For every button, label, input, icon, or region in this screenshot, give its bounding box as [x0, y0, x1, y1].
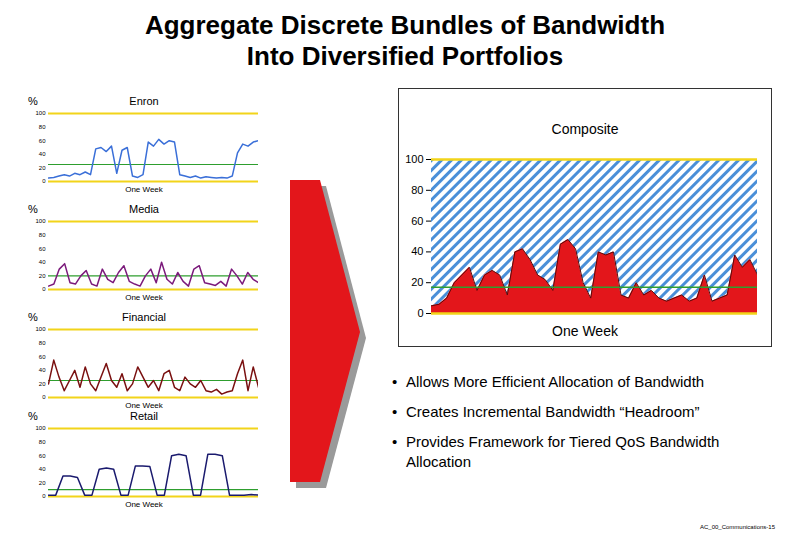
svg-text:60: 60 — [411, 215, 423, 227]
svg-text:100: 100 — [35, 326, 46, 332]
svg-text:20: 20 — [39, 273, 46, 279]
svg-text:100: 100 — [35, 110, 46, 116]
svg-text:100: 100 — [35, 218, 46, 224]
html-text:AC_00_Communications-15: AC_00_Communications-15 — [700, 524, 775, 530]
html-text:Into Diversified Portfolios: Into Diversified Portfolios — [246, 41, 564, 71]
html-text:Creates Incremental Bandwidth: Creates Incremental Bandwidth “Headroom” — [406, 403, 700, 420]
svg-text:40: 40 — [39, 259, 46, 265]
html-text:One Week: One Week — [125, 401, 163, 410]
svg-text:0: 0 — [42, 394, 46, 400]
svg-text:40: 40 — [39, 367, 46, 373]
html-text:Composite: Composite — [551, 121, 619, 137]
svg-text:100: 100 — [35, 425, 46, 431]
html-text:One Week: One Week — [125, 500, 163, 509]
svg-text:40: 40 — [39, 466, 46, 472]
svg-text:60: 60 — [39, 354, 46, 360]
svg-text:80: 80 — [39, 124, 46, 130]
svg-text:80: 80 — [39, 340, 46, 346]
html-text:One Week: One Week — [125, 185, 163, 194]
html-text:Provides Framework for Tiered: Provides Framework for Tiered QoS Bandwi… — [406, 433, 720, 470]
svg-text:80: 80 — [411, 184, 423, 196]
html-text:One Week: One Week — [125, 293, 163, 302]
svg-text:0: 0 — [42, 178, 46, 184]
html-text:Enron: Enron — [129, 95, 159, 107]
svg-text:20: 20 — [39, 381, 46, 387]
svg-text:0: 0 — [417, 307, 423, 319]
svg-text:0: 0 — [42, 286, 46, 292]
svg-text:60: 60 — [39, 453, 46, 459]
html-text:Financial: Financial — [122, 311, 166, 323]
svg-text:40: 40 — [39, 151, 46, 157]
svg-text:0: 0 — [42, 493, 46, 499]
svg-text:80: 80 — [39, 232, 46, 238]
html-text:Media: Media — [129, 203, 159, 215]
svg-text:60: 60 — [39, 138, 46, 144]
svg-text:20: 20 — [39, 165, 46, 171]
svg-text:20: 20 — [39, 480, 46, 486]
svg-text:60: 60 — [39, 246, 46, 252]
html-text:Retail: Retail — [129, 410, 159, 422]
svg-text:40: 40 — [411, 245, 423, 257]
html-text:Aggregate Discrete Bundles of: Aggregate Discrete Bundles of Bandwidth — [145, 10, 665, 40]
html-text:Allows More Efficient Allocati: Allows More Efficient Allocation of Band… — [406, 373, 705, 390]
svg-text:80: 80 — [39, 439, 46, 445]
svg-text:100: 100 — [405, 153, 423, 165]
svg-text:20: 20 — [411, 276, 423, 288]
html-text:One Week: One Week — [552, 323, 618, 339]
